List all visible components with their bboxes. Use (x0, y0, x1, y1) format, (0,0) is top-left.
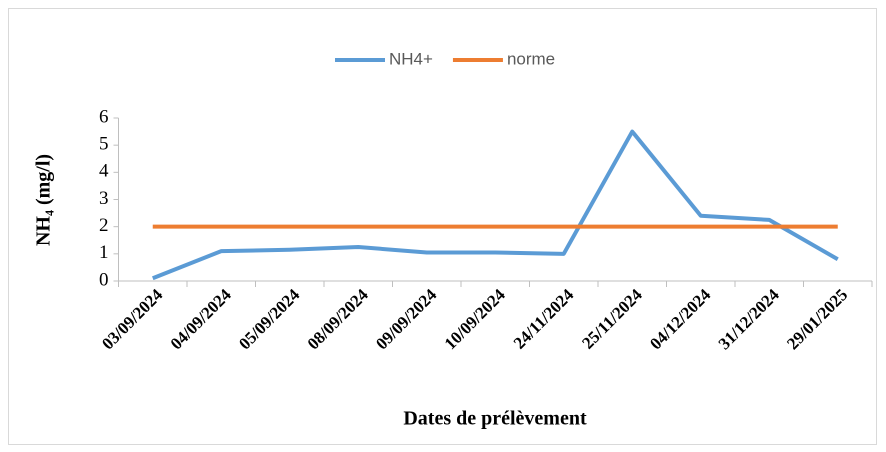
y-tick-label: 5 (99, 134, 109, 155)
y-tick-label: 2 (99, 215, 109, 236)
legend-label: norme (507, 49, 555, 68)
y-tick-label: 6 (99, 106, 109, 127)
y-tick-label: 3 (99, 188, 109, 209)
x-axis-title: Dates de prélèvement (403, 408, 587, 430)
y-tick-label: 4 (99, 161, 109, 182)
y-tick-label: 0 (99, 269, 109, 290)
legend-label: NH4+ (389, 49, 433, 68)
y-axis-title: NH₄ (mg/l) (33, 154, 55, 246)
y-tick-label: 1 (99, 242, 109, 263)
series-line (152, 129, 839, 281)
